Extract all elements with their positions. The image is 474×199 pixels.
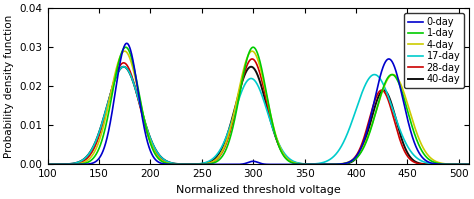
4-day — [118, 54, 124, 57]
28-day — [206, 162, 212, 164]
4-day — [466, 163, 472, 166]
0-day — [118, 58, 124, 61]
0-day — [124, 42, 129, 45]
Line: 40-day: 40-day — [47, 67, 469, 164]
1-day — [93, 154, 99, 156]
Y-axis label: Probability density function: Probability density function — [4, 15, 14, 158]
Line: 17-day: 17-day — [47, 67, 469, 164]
40-day — [412, 161, 418, 163]
17-day — [45, 163, 50, 166]
Line: 1-day: 1-day — [47, 47, 469, 164]
4-day — [249, 50, 255, 52]
28-day — [93, 144, 99, 146]
28-day — [466, 163, 472, 166]
1-day — [466, 163, 472, 166]
0-day — [458, 163, 464, 166]
0-day — [207, 163, 212, 166]
28-day — [225, 139, 230, 141]
40-day — [93, 140, 99, 143]
Line: 0-day: 0-day — [47, 43, 469, 164]
4-day — [225, 137, 230, 139]
28-day — [45, 163, 50, 166]
Line: 28-day: 28-day — [47, 59, 469, 164]
X-axis label: Normalized threshold voltage: Normalized threshold voltage — [176, 185, 341, 195]
40-day — [45, 163, 50, 166]
17-day — [466, 163, 472, 166]
0-day — [225, 163, 230, 166]
4-day — [45, 163, 50, 166]
0-day — [45, 163, 50, 166]
40-day — [466, 163, 472, 166]
40-day — [207, 161, 212, 163]
1-day — [225, 145, 230, 147]
0-day — [93, 160, 99, 163]
17-day — [93, 140, 99, 143]
1-day — [458, 163, 464, 166]
40-day — [458, 163, 464, 166]
1-day — [250, 46, 256, 48]
1-day — [45, 163, 50, 166]
40-day — [225, 133, 230, 135]
0-day — [212, 163, 218, 166]
28-day — [458, 163, 464, 166]
0-day — [413, 144, 419, 147]
17-day — [121, 65, 127, 68]
17-day — [225, 132, 230, 135]
28-day — [249, 58, 255, 60]
Legend: 0-day, 1-day, 4-day, 17-day, 28-day, 40-day: 0-day, 1-day, 4-day, 17-day, 28-day, 40-… — [404, 13, 464, 88]
17-day — [412, 156, 418, 158]
28-day — [118, 63, 124, 66]
1-day — [118, 54, 124, 57]
28-day — [412, 162, 418, 164]
0-day — [466, 163, 472, 166]
17-day — [207, 160, 212, 162]
17-day — [458, 163, 464, 166]
1-day — [206, 163, 212, 165]
1-day — [412, 135, 418, 138]
4-day — [206, 162, 212, 164]
4-day — [93, 148, 99, 151]
40-day — [118, 67, 124, 70]
17-day — [118, 67, 124, 70]
Line: 4-day: 4-day — [47, 51, 469, 164]
4-day — [412, 128, 418, 130]
40-day — [121, 65, 127, 68]
4-day — [458, 163, 464, 166]
